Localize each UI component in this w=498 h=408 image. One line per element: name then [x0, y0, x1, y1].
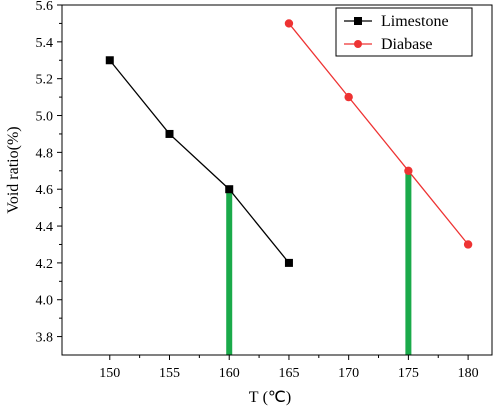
legend-label-limestone: Limestone [381, 13, 449, 30]
axis-ticks: 150 155 160 165 170 175 180 3.8 4.0 4.2 4.4 4.6 4.8 5… [36, 0, 479, 381]
x-tick-label: 180 [458, 366, 479, 381]
data-point-limestone [165, 129, 174, 138]
x-tick-label: 155 [159, 366, 180, 381]
green-marker-bar [226, 189, 233, 355]
y-tick-label: 5.6 [36, 0, 54, 14]
data-point-diabase [344, 92, 353, 102]
x-tick-label: 165 [278, 366, 299, 381]
y-tick-label: 4.8 [36, 146, 54, 161]
legend-box [335, 7, 473, 57]
y-tick-label: 5.0 [36, 110, 54, 125]
series-line-diabase [288, 23, 469, 245]
y-tick-label: 4.0 [36, 294, 54, 309]
data-point-diabase [404, 166, 413, 175]
y-tick-label: 4.6 [36, 183, 54, 198]
y-tick-label: 5.4 [36, 36, 54, 51]
y-axis-title: Void ratio(%) [5, 126, 22, 213]
x-tick-label: 160 [219, 366, 240, 381]
legend-label-diabase: Diabase [381, 36, 433, 53]
x-axis-title: T (℃) [249, 389, 291, 406]
series-line-limestone [109, 59, 290, 264]
legend-marker-diabase [354, 40, 362, 48]
x-tick-label: 150 [99, 366, 120, 381]
x-tick-label: 170 [338, 366, 359, 381]
legend: Limestone Diabase [335, 7, 473, 57]
plot-frame [61, 4, 493, 356]
y-tick-label: 4.4 [36, 220, 54, 235]
data-point-diabase [284, 19, 294, 28]
y-tick-label: 3.8 [36, 331, 54, 346]
data-point-limestone [105, 56, 114, 65]
y-tick-label: 5.2 [36, 73, 54, 88]
legend-marker-limestone [354, 17, 362, 25]
x-tick-label: 175 [398, 366, 419, 381]
data-point-limestone [284, 258, 293, 267]
green-marker-bar [405, 170, 412, 355]
data-point-limestone [225, 185, 234, 194]
y-tick-label: 4.2 [36, 257, 54, 272]
data-point-diabase [463, 240, 473, 249]
chart-marks [105, 19, 473, 355]
